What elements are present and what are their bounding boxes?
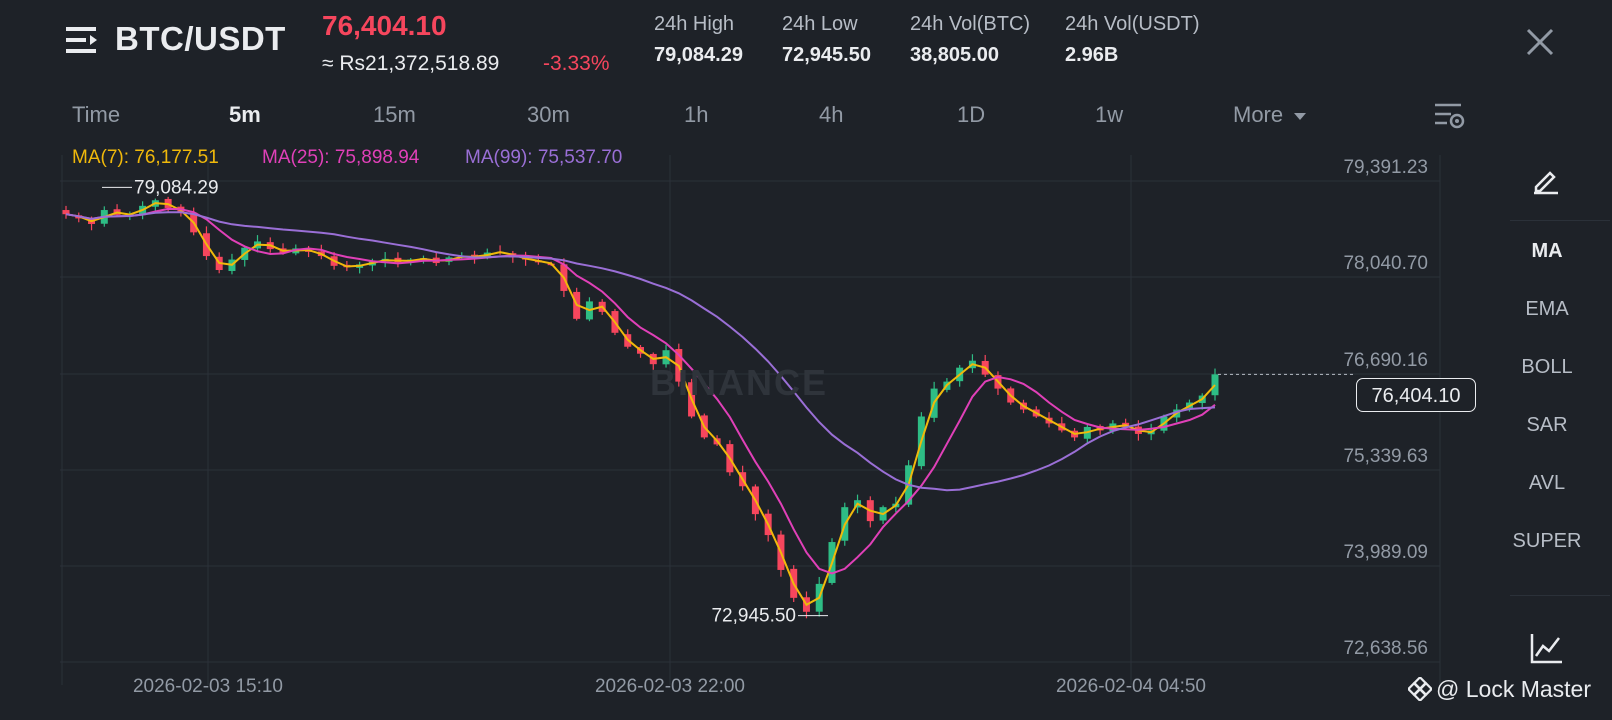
y-tick-label: 75,339.63	[1343, 446, 1428, 467]
tab-time[interactable]: Time	[72, 102, 121, 127]
side-divider	[1510, 220, 1610, 221]
tab-30m[interactable]: 30m	[527, 102, 570, 127]
indicator-super[interactable]: SUPER	[1512, 530, 1582, 552]
ma7-legend: MA(7): 76,177.51	[72, 147, 219, 168]
side-divider	[1510, 595, 1610, 596]
stat-24h-low-label: 24h Low	[782, 13, 858, 35]
stat-24h-vol-usdt-label: 24h Vol(USDT)	[1065, 13, 1200, 35]
indicator-ema[interactable]: EMA	[1525, 298, 1569, 320]
pair-title[interactable]: BTC/USDT	[115, 20, 286, 57]
chart-type-icon[interactable]	[1530, 632, 1564, 664]
ma99-legend: MA(99): 75,537.70	[465, 147, 623, 168]
stat-24h-low-value: 72,945.50	[782, 44, 871, 66]
binance-watermark: BINANCE	[650, 362, 829, 403]
current-price-tag: 76,404.10	[1356, 378, 1476, 412]
x-tick-label: 2026-02-03 15:10	[133, 676, 283, 697]
indicator-boll[interactable]: BOLL	[1521, 356, 1573, 378]
y-tick-label: 72,638.56	[1343, 638, 1428, 659]
binance-logo-icon	[1406, 675, 1434, 703]
indicator-sar[interactable]: SAR	[1526, 414, 1568, 436]
low-marker-label: 72,945.50	[711, 606, 796, 627]
tab-4h[interactable]: 4h	[819, 102, 844, 127]
tab-1w[interactable]: 1w	[1095, 102, 1124, 127]
ma7-line	[65, 202, 1216, 607]
draw-pen-icon[interactable]	[1530, 163, 1562, 195]
indicator-ma[interactable]: MA	[1531, 240, 1563, 262]
attribution-text: @ Lock Master	[1436, 676, 1592, 702]
tab-1h[interactable]: 1h	[684, 102, 709, 127]
y-tick-label: 73,989.09	[1343, 542, 1428, 563]
stat-24h-vol-btc-value: 38,805.00	[910, 44, 999, 66]
stat-24h-vol-usdt-value: 2.96B	[1065, 44, 1119, 66]
x-tick-label: 2026-02-04 04:50	[1056, 676, 1206, 697]
more-label: More	[1233, 102, 1284, 127]
ma99-line	[65, 211, 1216, 492]
caret-down-icon	[1294, 113, 1307, 121]
candle-body	[1211, 374, 1219, 396]
chart-settings-icon[interactable]	[1433, 101, 1465, 131]
ma25-line	[65, 207, 1216, 575]
stat-24h-vol-btc-label: 24h Vol(BTC)	[910, 13, 1031, 35]
more-intervals-dropdown[interactable]: More	[1233, 102, 1307, 128]
close-icon[interactable]	[1525, 27, 1555, 57]
menu-icon[interactable]	[66, 25, 100, 55]
x-tick-label: 2026-02-03 22:00	[595, 676, 745, 697]
stat-24h-high-value: 79,084.29	[654, 44, 743, 66]
last-price: 76,404.10	[322, 10, 447, 41]
price-chart[interactable]: 79,391.23 78,040.70 76,690.16 75,339.63 73,9…	[0, 140, 1510, 700]
tab-15m[interactable]: 15m	[373, 102, 416, 127]
y-tick-label: 79,391.23	[1343, 157, 1428, 178]
attribution: @ Lock Master	[1406, 675, 1592, 703]
tab-1d[interactable]: 1D	[957, 102, 986, 127]
stat-24h-high-label: 24h High	[654, 13, 735, 35]
y-tick-label: 76,690.16	[1343, 350, 1428, 371]
ma25-legend: MA(25): 75,898.94	[262, 147, 420, 168]
change-percent: -3.33%	[543, 52, 610, 75]
candle-body	[62, 210, 70, 215]
approx-inr-price: ≈ Rs21,372,518.89	[322, 52, 500, 75]
y-tick-label: 78,040.70	[1343, 253, 1428, 274]
high-marker-label: 79,084.29	[134, 177, 219, 198]
indicator-avl[interactable]: AVL	[1528, 472, 1566, 494]
tab-5m[interactable]: 5m	[229, 102, 261, 127]
